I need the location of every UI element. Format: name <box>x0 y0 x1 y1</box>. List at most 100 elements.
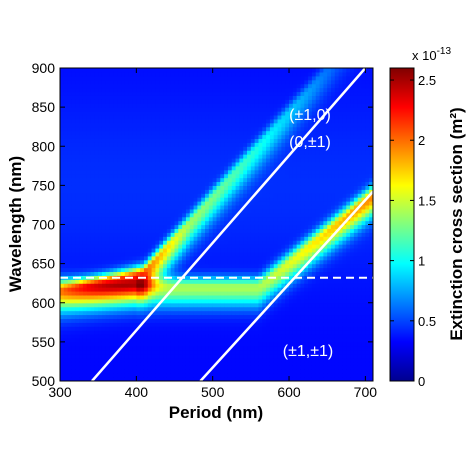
heatmap-cell <box>220 306 225 312</box>
heatmap-cell <box>170 185 176 190</box>
heatmap-cell <box>136 283 141 288</box>
heatmap-cell <box>220 154 225 159</box>
heatmap-cell <box>136 165 141 171</box>
heatmap-cell <box>166 306 172 312</box>
heatmap-cell <box>82 75 88 81</box>
heatmap-cell <box>258 142 263 147</box>
heatmap-cell <box>121 271 126 276</box>
heatmap-cell <box>121 337 126 343</box>
heatmap-cell <box>140 75 145 81</box>
heatmap-cell <box>193 91 199 96</box>
heatmap-cell <box>155 197 160 202</box>
heatmap-cell <box>292 154 298 159</box>
heatmap-cell <box>254 244 260 249</box>
heatmap-cell <box>266 197 271 202</box>
heatmap-cell <box>124 365 130 370</box>
heatmap-cell <box>285 87 290 93</box>
heatmap-cell <box>136 68 141 73</box>
heatmap-cell <box>147 326 153 331</box>
heatmap-cell <box>79 279 84 284</box>
heatmap-cell <box>163 287 168 292</box>
heatmap-cell <box>155 95 160 100</box>
heatmap-cell <box>239 287 244 292</box>
heatmap-cell <box>205 111 210 116</box>
heatmap-cell <box>197 114 202 120</box>
heatmap-cell <box>262 130 267 136</box>
heatmap-cell <box>178 157 183 163</box>
heatmap-cell <box>235 150 241 155</box>
heatmap-cell <box>266 267 271 273</box>
heatmap-cell <box>208 283 214 288</box>
heatmap-cell <box>79 259 84 265</box>
heatmap-cell <box>205 99 210 104</box>
heatmap-cell <box>247 224 252 230</box>
heatmap-cell <box>121 142 126 147</box>
heatmap-cell <box>113 107 118 112</box>
heatmap-cell <box>140 337 145 343</box>
heatmap-cell <box>212 275 218 280</box>
heatmap-cell <box>117 95 122 100</box>
heatmap-cell <box>254 361 260 366</box>
heatmap-cell <box>82 173 88 179</box>
heatmap-cell <box>250 251 256 257</box>
heatmap-cell <box>266 91 271 96</box>
heatmap-cell <box>98 201 103 206</box>
heatmap-cell <box>117 263 122 269</box>
heatmap-cell <box>71 259 76 265</box>
heatmap-cell <box>266 107 271 112</box>
heatmap-cell <box>250 236 256 241</box>
heatmap-cell <box>155 118 160 124</box>
heatmap-cell <box>121 244 126 249</box>
heatmap-cell <box>182 201 187 206</box>
heatmap-cell <box>208 173 214 179</box>
heatmap-cell <box>86 107 92 112</box>
heatmap-cell <box>197 169 202 175</box>
heatmap-cell <box>86 75 92 81</box>
heatmap-cell <box>94 185 99 190</box>
heatmap-cell <box>269 212 275 218</box>
heatmap-cell <box>82 185 88 190</box>
heatmap-cell <box>147 201 153 206</box>
heatmap-cell <box>151 287 157 292</box>
heatmap-cell <box>247 216 252 222</box>
heatmap-cell <box>174 138 179 143</box>
heatmap-cell <box>262 224 267 230</box>
heatmap-cell <box>262 111 267 116</box>
heatmap-cell <box>201 267 206 273</box>
heatmap-cell <box>262 138 267 143</box>
heatmap-cell <box>132 283 137 288</box>
heatmap-cell <box>174 220 179 226</box>
heatmap-cell <box>82 114 88 120</box>
heatmap-cell <box>205 232 210 237</box>
heatmap-cell <box>140 263 145 269</box>
heatmap-cell <box>128 193 134 198</box>
heatmap-cell <box>273 349 279 355</box>
heatmap-cell <box>208 165 214 171</box>
heatmap-cell <box>254 271 260 276</box>
heatmap-cell <box>82 189 88 194</box>
heatmap-cell <box>101 259 107 265</box>
heatmap-cell <box>60 263 65 269</box>
heatmap-cell <box>269 337 275 343</box>
heatmap-cell <box>63 157 69 163</box>
heatmap-cell <box>289 298 294 304</box>
heatmap-cell <box>117 157 122 163</box>
heatmap-cell <box>166 271 172 276</box>
heatmap-cell <box>86 369 92 374</box>
heatmap-cell <box>124 294 130 300</box>
heatmap-cell <box>235 330 241 335</box>
heatmap-cell <box>105 154 111 159</box>
heatmap-cell <box>201 204 206 210</box>
heatmap-cell <box>71 75 76 81</box>
heatmap-cell <box>292 157 298 163</box>
heatmap-cell <box>208 294 214 300</box>
heatmap-cell <box>60 134 65 140</box>
heatmap-cell <box>296 291 302 296</box>
heatmap-cell <box>121 122 126 128</box>
heatmap-cell <box>94 244 99 249</box>
heatmap-cell <box>201 345 206 351</box>
heatmap-cell <box>193 353 199 359</box>
heatmap-cell <box>205 373 210 378</box>
heatmap-cell <box>235 161 241 167</box>
heatmap-cell <box>86 157 92 163</box>
